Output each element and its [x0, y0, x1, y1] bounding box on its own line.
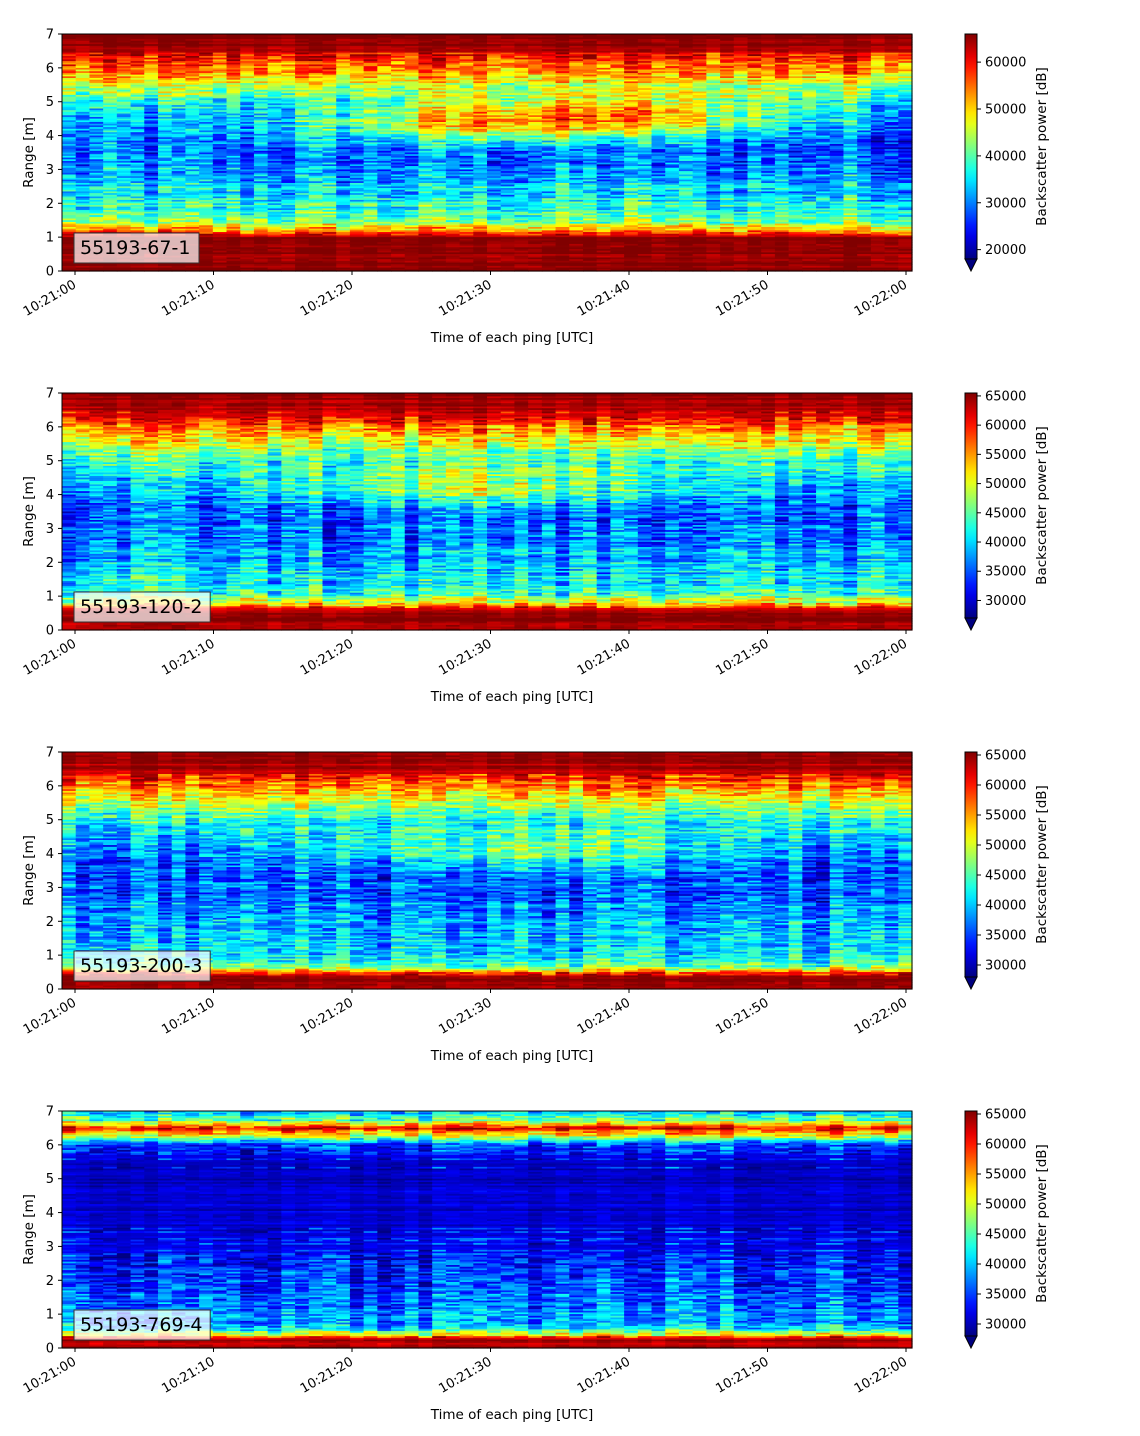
- panel-1: 0123456710:21:00 10:21:10 10:21:20 10:21:30…: [21, 28, 1050, 347]
